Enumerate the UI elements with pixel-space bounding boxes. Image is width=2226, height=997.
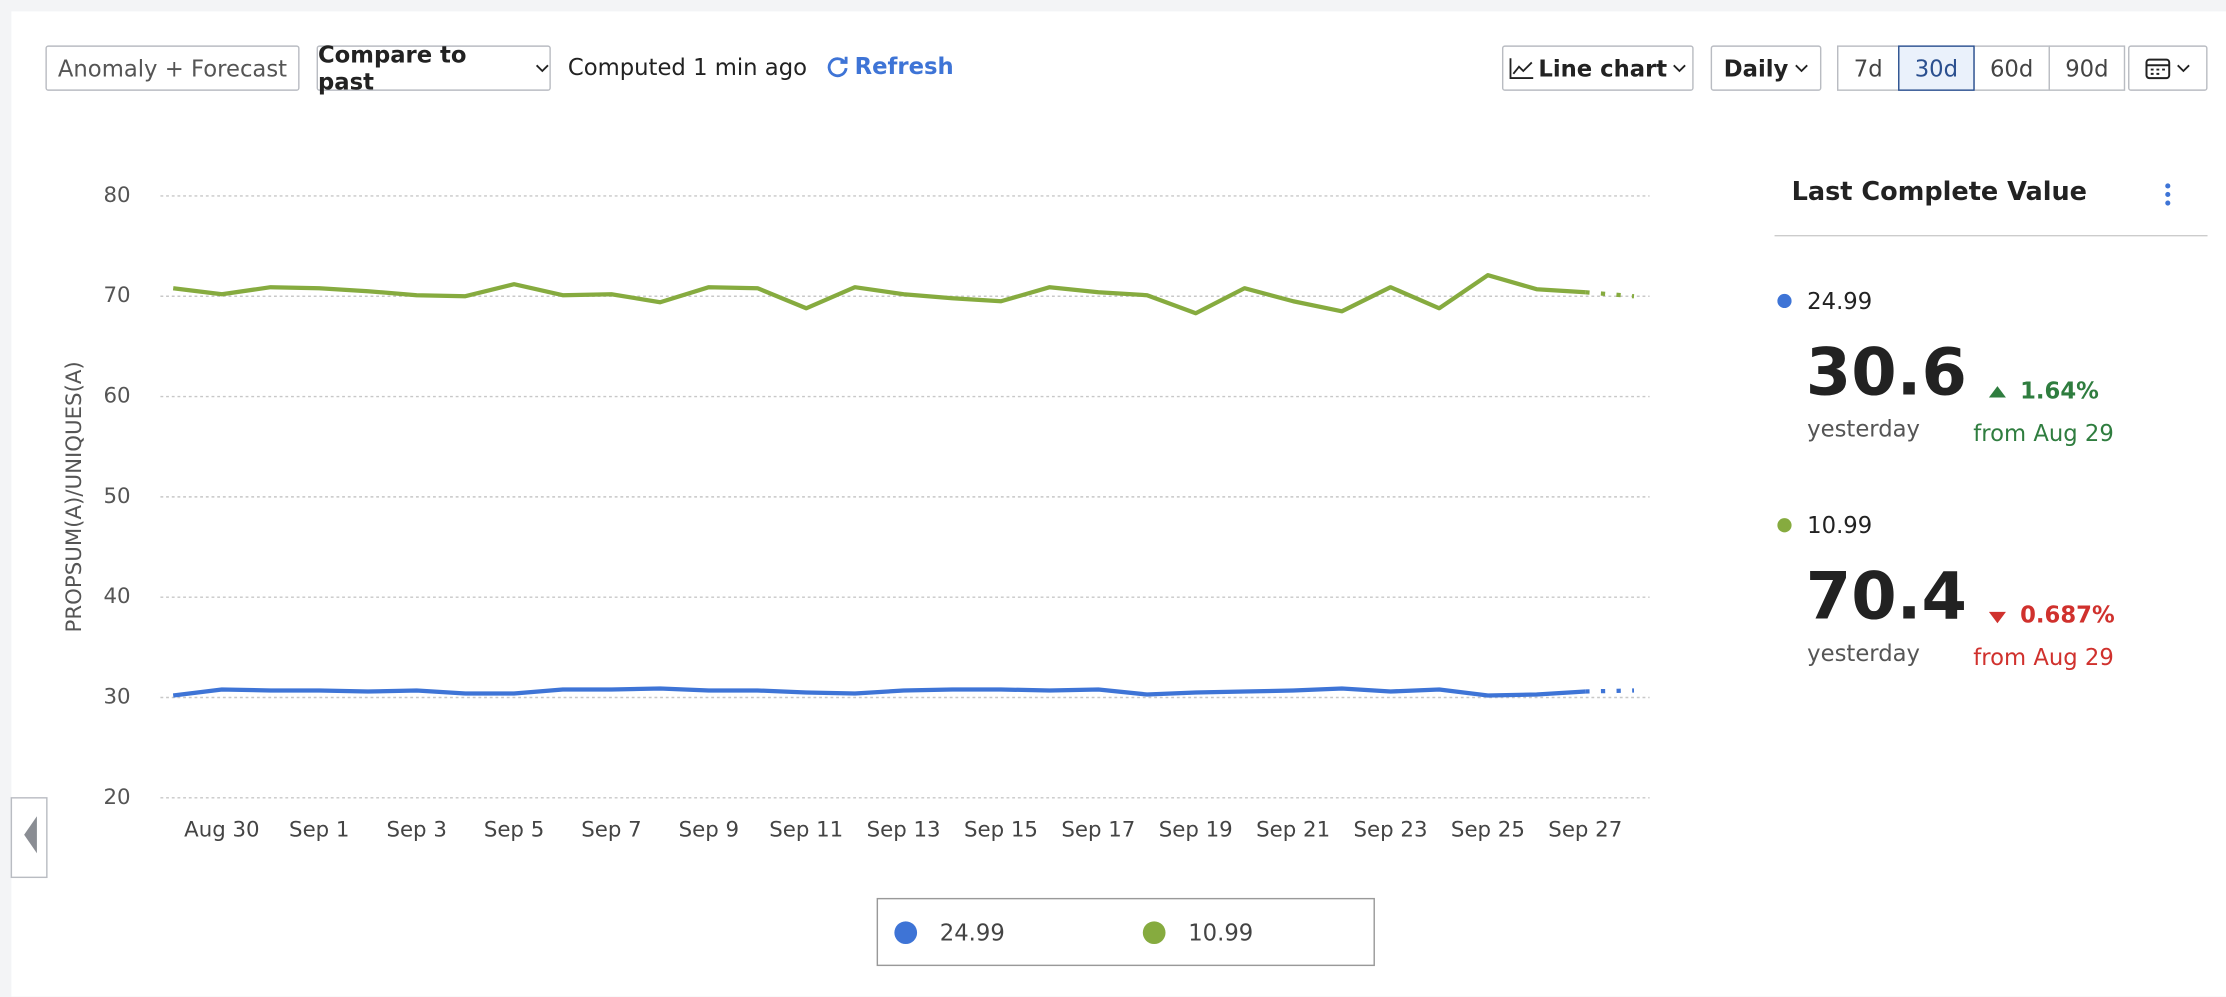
calendar-button[interactable] — [2128, 45, 2208, 91]
x-tick-label: Sep 19 — [1159, 817, 1233, 842]
range-button[interactable]: 60d — [1973, 45, 2050, 91]
item-dot — [1777, 518, 1792, 533]
y-axis-label: PROPSUM(A)/UNIQUES(A) — [62, 361, 87, 632]
side-title: Last Complete Value — [1792, 177, 2087, 207]
collapse-arrow — [24, 816, 37, 854]
series-line — [172, 273, 1586, 316]
y-tick-label: 80 — [104, 183, 131, 208]
x-tick-label: Sep 17 — [1061, 817, 1135, 842]
y-tick-label: 60 — [104, 384, 131, 409]
y-tick-label: 20 — [104, 785, 131, 810]
collapse-tab[interactable] — [10, 797, 48, 879]
item-compare: from Aug 29 — [1973, 421, 2114, 447]
y-tick-label: 40 — [104, 584, 131, 609]
x-tick-label: Sep 5 — [484, 817, 544, 842]
item-change: 1.64% — [2020, 378, 2099, 404]
legend — [876, 897, 1375, 967]
range-button[interactable]: 7d — [1837, 45, 1900, 91]
x-tick-label: Sep 3 — [386, 817, 446, 842]
series-line — [172, 686, 1586, 698]
interval-button[interactable]: Daily — [1710, 45, 1822, 91]
mode-button[interactable]: Anomaly + Forecast — [45, 45, 300, 91]
refresh-label: Refresh — [854, 52, 954, 80]
chart-type-button[interactable]: Line chart — [1501, 45, 1694, 91]
item-period: yesterday — [1807, 417, 1920, 443]
refresh[interactable]: Refresh — [826, 52, 954, 80]
menu-dots[interactable] — [2165, 183, 2171, 206]
item-dot — [1777, 293, 1792, 309]
range-button[interactable]: 30d — [1898, 45, 1975, 91]
chevron — [1673, 64, 1687, 73]
mode-label: Anomaly + Forecast — [57, 54, 288, 82]
legend-label: 10.99 — [1188, 921, 1253, 947]
legend-label: 24.99 — [940, 921, 1005, 947]
x-tick-label: Sep 23 — [1354, 817, 1428, 842]
item-compare: from Aug 29 — [1973, 645, 2114, 671]
y-tick-label: 50 — [104, 484, 131, 509]
calendar-icon — [2145, 58, 2171, 80]
interval-label: Daily — [1723, 54, 1789, 82]
x-tick-label: Sep 9 — [679, 817, 739, 842]
y-tick-label: 70 — [104, 283, 131, 308]
panel: Anomaly + Forecast Compare to past Compu… — [11, 11, 2226, 997]
item-name: 24.99 — [1807, 289, 1872, 315]
chevron — [2177, 64, 2190, 73]
incomplete-segment — [1585, 688, 1635, 694]
x-tick-label: Sep 1 — [289, 817, 349, 842]
chart-icon — [1509, 58, 1533, 80]
item-value: 70.4 — [1806, 559, 1967, 635]
legend-swatch — [1142, 921, 1166, 945]
x-tick-label: Sep 13 — [867, 817, 941, 842]
x-tick-label: Sep 11 — [769, 817, 843, 842]
x-tick-label: Sep 25 — [1451, 817, 1525, 842]
item-value: 30.6 — [1806, 334, 1967, 410]
x-tick-label: Sep 7 — [581, 817, 641, 842]
x-tick-label: Sep 21 — [1256, 817, 1330, 842]
x-tick-label: Sep 27 — [1548, 817, 1622, 842]
y-tick-label: 30 — [104, 685, 131, 710]
change-arrow — [1988, 611, 2006, 624]
compare-label: Compare to past — [317, 41, 467, 96]
change-arrow — [1988, 386, 2006, 398]
item-name: 10.99 — [1807, 513, 1872, 539]
chart-type-label: Line chart — [1538, 54, 1668, 82]
status: Computed 1 min ago — [567, 53, 808, 81]
legend-swatch — [894, 921, 918, 945]
refresh-icon — [827, 56, 848, 77]
item-period: yesterday — [1807, 641, 1920, 667]
item-change: 0.687% — [2020, 603, 2115, 629]
compare-button[interactable]: Compare to past — [316, 41, 551, 95]
range-button[interactable]: 90d — [2048, 45, 2126, 91]
chevron — [1794, 64, 1808, 73]
x-tick-label: Aug 30 — [184, 817, 259, 842]
x-tick-label: Sep 15 — [964, 817, 1038, 842]
chevron — [536, 64, 549, 73]
